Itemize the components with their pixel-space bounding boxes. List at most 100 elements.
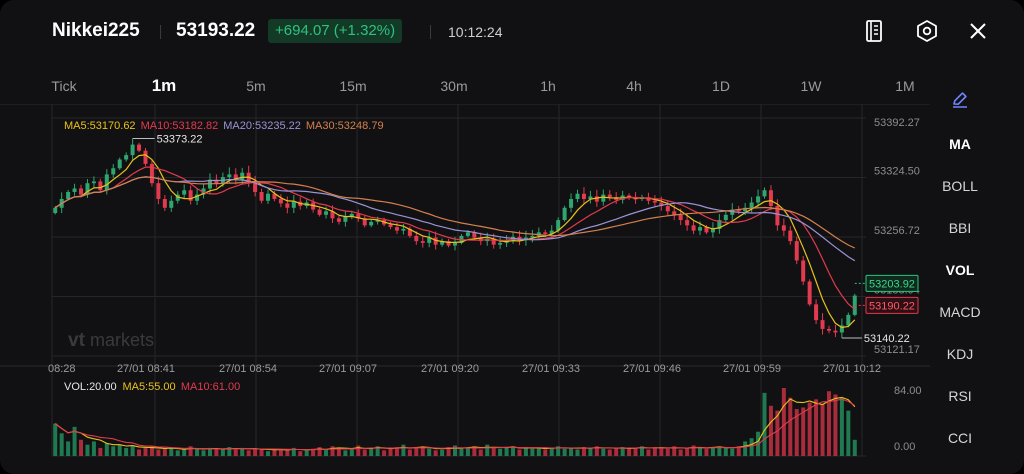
volume-bar-down [278,450,283,456]
candle-up [201,188,206,195]
volume-bar-down [491,447,496,456]
candle-down [814,304,819,321]
indicator-rsi[interactable]: RSI [948,388,972,404]
tab-15m[interactable]: 15m [339,78,367,94]
indicator-macd[interactable]: MACD [939,304,981,320]
volume-bar-up [846,410,851,456]
tab-1mo[interactable]: 1M [895,78,915,94]
candle-up [324,211,329,215]
tab-5m[interactable]: 5m [246,78,266,94]
tab-1m[interactable]: 1m [151,76,177,95]
volume-bar-up [349,448,354,456]
volume-bar-down [543,449,548,456]
candle-up [749,202,754,208]
volume-bar-up [504,447,509,456]
volume-bar-up [485,444,490,456]
tab-1w[interactable]: 1W [800,78,822,94]
current-price-text: 53203.92 [869,278,915,290]
close-icon[interactable] [965,18,991,44]
candle-up [66,191,71,200]
volume-bar-down [214,449,219,456]
price-chart[interactable]: 53392.2753324.5053256.7253188.9453121.17… [0,104,930,466]
settings-hex-icon[interactable] [914,18,940,44]
volume-bar-down [652,447,657,456]
pencil-icon[interactable] [950,89,970,109]
candle-down [317,209,322,215]
candle-up [375,220,380,222]
candle-up [91,181,96,184]
volume-bar-down [775,410,780,456]
tab-4h[interactable]: 4h [626,78,642,94]
candle-down [414,235,419,242]
volume-bar-up [104,443,109,456]
volume-bar-up [240,447,245,456]
candle-up [846,314,851,326]
volume-bar-up [304,450,309,456]
candle-down [581,193,586,200]
candle-up [453,242,457,246]
volume-bar-down [659,447,664,456]
volume-bar-down [162,448,167,456]
indicator-bbi[interactable]: BBI [948,220,972,236]
candle-up [717,220,722,229]
current-price-tag [865,274,919,292]
last-price: 53193.22 [176,20,256,41]
volume-tick-label: 84.00 [894,385,922,397]
volume-bar-down [768,405,773,456]
volume-bar-down [388,448,393,456]
volume-bar-down [665,448,670,456]
candle-down [646,197,651,201]
volume-bar-up [717,446,722,456]
volume-bar-up [53,423,58,456]
candle-down [79,188,84,195]
volume-bar-down [517,449,522,456]
candle-up [556,220,561,231]
volume-ma10-line [54,398,856,451]
indicator-cci[interactable]: CCI [947,430,973,446]
symbol-name[interactable]: Nikkei225 [52,20,140,41]
tab-30m[interactable]: 30m [440,78,468,94]
volume-bar-up [375,446,380,456]
y-tick-label: 53392.27 [874,117,920,129]
candle-up [549,230,554,235]
x-tick-label: 27/01 08:41 [117,363,175,375]
x-tick-label: 27/01 09:33 [522,363,580,375]
volume-legend-item: MA5:55.00 [122,381,175,393]
indicator-ma[interactable]: MA [949,136,971,152]
candle-down [781,225,786,231]
indicator-vol[interactable]: VOL [945,262,975,278]
candle-up [498,242,503,245]
volume-bar-up [59,433,64,456]
timeframe-tabs: Tick 1m 5m 15m 30m 1h 4h 1D 1W 1M [0,72,1024,102]
candle-down [768,190,773,207]
volume-bar-up [465,447,470,456]
volume-bar-down [801,407,806,456]
candle-down [704,227,709,233]
indicator-boll[interactable]: BOLL [942,178,978,194]
volume-bar-down [646,449,651,456]
indicator-menu: MA BOLL BBI VOL MACD KDJ RSI CCI [930,86,1024,466]
candle-up [343,216,348,222]
watermark-vt: vt [68,330,86,351]
candle-down [672,211,677,215]
volume-bar-up [169,447,174,456]
notebook-icon[interactable] [861,18,887,44]
volume-bar-up [562,448,567,456]
tab-1d[interactable]: 1D [712,78,730,94]
candle-up [756,196,761,203]
ma20-line [54,176,856,262]
volume-bar-down [156,449,161,456]
volume-bar-down [259,449,264,456]
candle-down [736,209,741,212]
volume-bar-up [195,448,200,456]
volume-bar-up [852,439,857,456]
tab-tick[interactable]: Tick [51,78,77,94]
high-price-label: 53373.22 [157,133,203,145]
tab-1h[interactable]: 1h [540,78,556,94]
volume-bar-up [111,446,116,456]
candle-down [685,220,690,226]
candle-down [659,202,664,207]
x-tick-label: 27/01 09:07 [319,363,377,375]
indicator-kdj[interactable]: KDJ [946,346,974,362]
candle-down [691,225,696,231]
